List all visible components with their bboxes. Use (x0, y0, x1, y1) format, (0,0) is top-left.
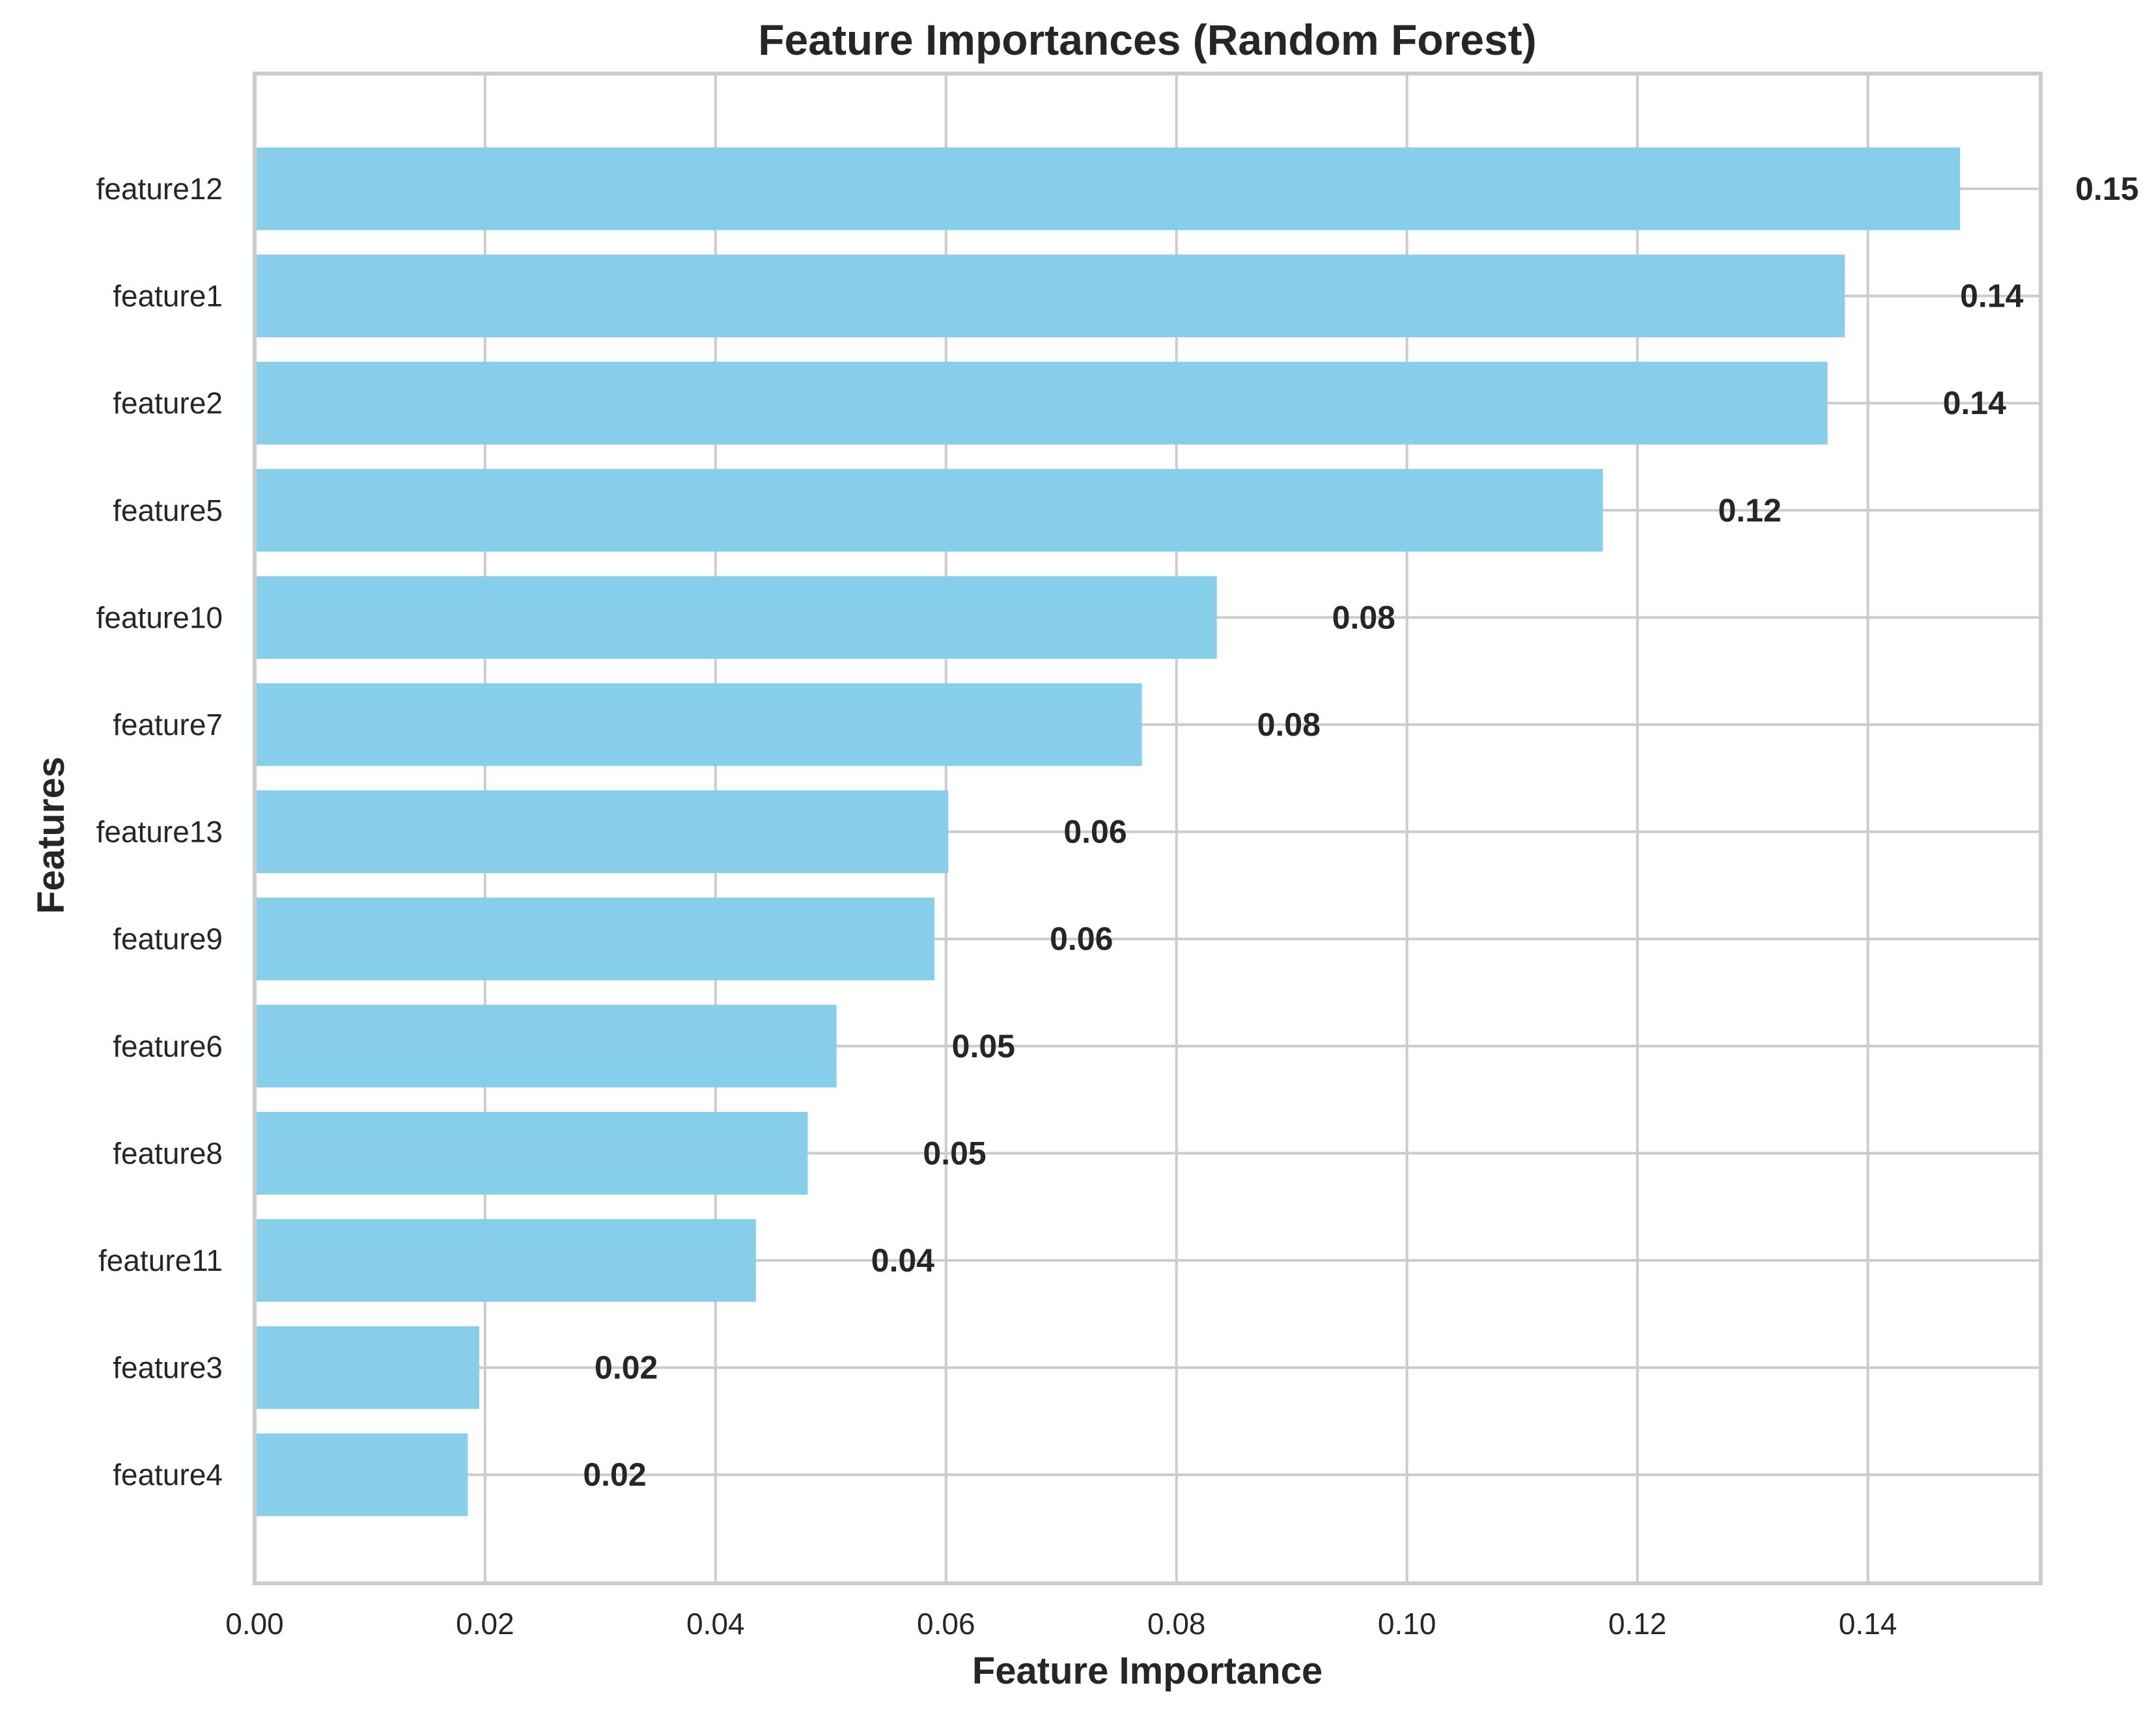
bar (255, 790, 949, 874)
x-tick-label: 0.04 (686, 1607, 745, 1641)
data-label: 0.05 (923, 1135, 986, 1171)
data-label: 0.12 (1718, 492, 1781, 529)
x-tick-label: 0.08 (1147, 1607, 1206, 1641)
x-tick-label: 0.12 (1608, 1607, 1667, 1641)
bar (255, 576, 1217, 659)
data-label: 0.14 (1960, 278, 2024, 314)
y-tick-label: feature9 (113, 922, 223, 956)
data-label: 0.02 (583, 1456, 646, 1493)
plot-frame (253, 72, 2043, 1585)
value-label-layer: 0.15 0.14 0.14 0.12 0.08 0.08 0.06 0.06 0.05 0.05… (583, 171, 2138, 1493)
bar (255, 469, 1603, 552)
y-tick-label: feature10 (96, 600, 223, 634)
bar (255, 1433, 468, 1516)
data-label: 0.04 (871, 1242, 935, 1279)
y-tick-label: feature6 (113, 1029, 223, 1063)
x-tick-label: 0.02 (456, 1607, 514, 1641)
data-label: 0.06 (1050, 921, 1113, 957)
y-tick-label: feature7 (113, 708, 223, 742)
y-tick-label: feature5 (113, 493, 223, 527)
data-label: 0.05 (952, 1028, 1015, 1064)
x-tick-label: 0.06 (917, 1607, 975, 1641)
y-tick-label: feature11 (98, 1244, 223, 1277)
chart-title: Feature Importances (Random Forest) (758, 16, 1537, 64)
y-tick-label: feature12 (96, 172, 223, 206)
y-tick-label: feature2 (113, 386, 223, 420)
y-tick-label: feature1 (113, 279, 223, 313)
data-label: 0.08 (1332, 599, 1395, 635)
bar (255, 255, 1845, 338)
y-tick-label: feature4 (113, 1458, 223, 1492)
y-tick-label: feature8 (113, 1136, 223, 1170)
bar (255, 147, 1961, 230)
x-tick-label: 0.14 (1839, 1607, 1897, 1641)
x-tick-label: 0.10 (1378, 1607, 1436, 1641)
bar (255, 1005, 837, 1088)
x-axis-label: Feature Importance (972, 1650, 1323, 1692)
bar (255, 1219, 756, 1302)
data-label: 0.08 (1257, 706, 1321, 743)
tick-layer: 0.00 0.02 0.04 0.06 0.08 0.10 0.12 0.14 feature1… (96, 172, 1897, 1641)
bar (255, 897, 935, 980)
y-tick-label: feature13 (96, 815, 223, 849)
y-axis-label: Features (30, 757, 72, 914)
bar-layer (255, 147, 1961, 1516)
data-label: 0.14 (1943, 385, 2007, 421)
data-label: 0.15 (2075, 171, 2138, 207)
data-label: 0.06 (1063, 814, 1127, 850)
data-label: 0.02 (595, 1350, 658, 1386)
frame-layer (253, 72, 2043, 1585)
x-tick-label: 0.00 (225, 1607, 284, 1641)
bar (255, 683, 1142, 766)
bar (255, 1111, 808, 1195)
bar (255, 361, 1828, 445)
y-tick-label: feature3 (113, 1351, 223, 1385)
bar (255, 1326, 480, 1410)
